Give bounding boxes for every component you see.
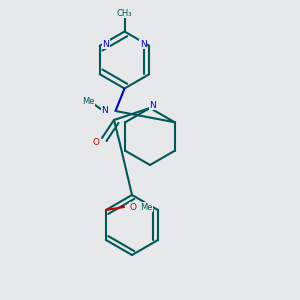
Text: N: N <box>102 106 108 116</box>
Text: O: O <box>130 202 136 211</box>
Text: Me: Me <box>82 98 95 106</box>
Text: CH₃: CH₃ <box>117 9 132 18</box>
Text: Me: Me <box>140 202 153 211</box>
Text: N: N <box>102 40 109 49</box>
Text: O: O <box>92 138 100 147</box>
Text: N: N <box>140 40 147 49</box>
Text: N: N <box>150 100 156 109</box>
